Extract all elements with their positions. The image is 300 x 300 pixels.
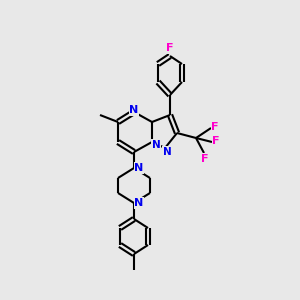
Text: F: F <box>212 136 220 146</box>
Text: F: F <box>201 154 209 164</box>
Text: N: N <box>134 198 144 208</box>
Text: N: N <box>129 105 139 115</box>
Text: N: N <box>152 140 160 150</box>
Text: N: N <box>163 147 171 157</box>
Text: F: F <box>166 43 174 53</box>
Text: F: F <box>211 122 219 132</box>
Text: N: N <box>134 163 144 173</box>
